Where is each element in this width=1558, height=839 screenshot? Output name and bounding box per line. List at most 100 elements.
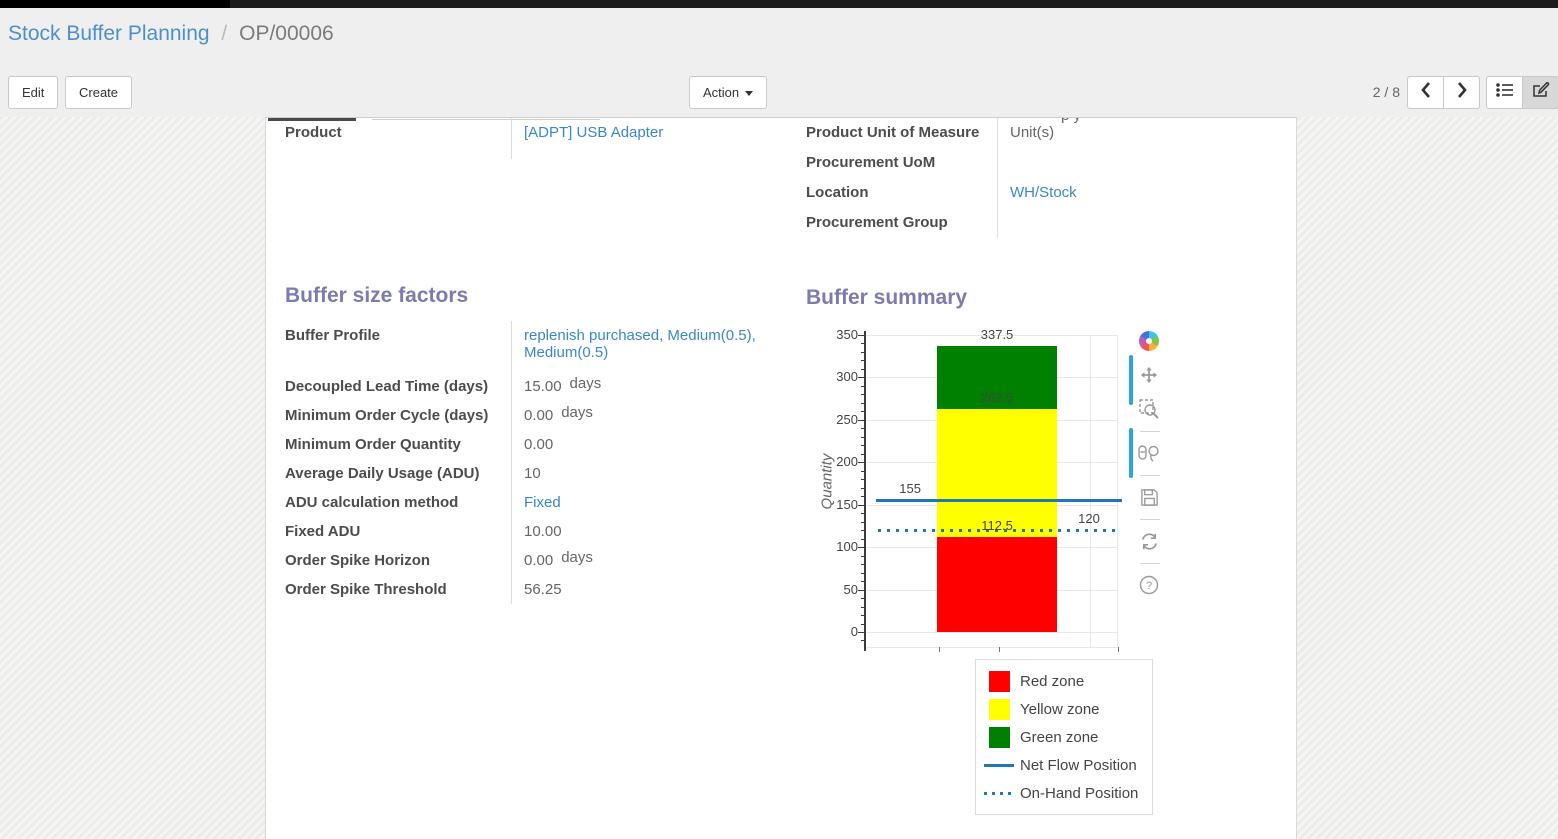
- svg-text:?: ?: [1146, 580, 1152, 592]
- form-field-row: Minimum Order Quantity 0.00: [285, 430, 785, 459]
- list-view-button[interactable]: [1486, 76, 1523, 109]
- section-heading-buffer-summary: Buffer summary: [806, 286, 968, 309]
- clipped-text-fragment: p y: [1061, 118, 1121, 123]
- field-label: Product: [285, 118, 512, 159]
- y-axis-minor-tick: [861, 521, 866, 523]
- action-dropdown-button[interactable]: Action: [689, 76, 768, 109]
- y-axis-major-tick: [858, 377, 866, 379]
- field-label: Location: [806, 178, 998, 208]
- field-value-link[interactable]: replenish purchased, Medium(0.5), Medium…: [524, 327, 756, 361]
- form-field-row: Product [ADPT] USB Adapter: [285, 118, 771, 159]
- field-value-text: Unit(s): [1010, 124, 1055, 141]
- y-axis-major-tick: [858, 632, 866, 633]
- y-axis-major-tick: [858, 547, 866, 549]
- y-axis-minor-tick: [861, 411, 866, 413]
- list-view-icon: [1495, 83, 1514, 102]
- y-axis-minor-tick: [861, 487, 866, 489]
- pager-next-button[interactable]: [1444, 76, 1480, 109]
- legend-item-on-hand-position[interactable]: On-Hand Position: [976, 779, 1152, 807]
- y-axis-title: Quantity: [818, 453, 836, 510]
- yellow-zone-bar: [937, 409, 1057, 537]
- buffer-summary-section: Buffer summary 0 50 100 150 200 250 300 350 337.…: [806, 286, 1286, 815]
- chevron-left-icon: [1420, 82, 1431, 103]
- form-field-row: ADU calculation method Fixed: [285, 488, 785, 517]
- control-panel: Stock Buffer Planning / OP/00006 Edit Cr…: [0, 8, 1558, 117]
- field-label: Minimum Order Cycle (days): [285, 401, 512, 430]
- clipped-line-fragment: [372, 119, 600, 120]
- form-field-row: Minimum Order Cycle (days) 0.00 days: [285, 401, 785, 430]
- field-value-link[interactable]: Fixed: [524, 494, 561, 511]
- field-value-text: 0.00: [524, 436, 554, 453]
- chart-legend: Red zone Yellow zone Green zone Net Flow Po…: [975, 659, 1153, 815]
- form-sheet: p y Product [ADPT] USB Adapter Product Un…: [265, 117, 1297, 839]
- breadcrumb-parent-link[interactable]: Stock Buffer Planning: [8, 22, 210, 45]
- y-axis-minor-tick: [861, 538, 866, 540]
- form-field-row: Buffer Profile replenish purchased, Mediu…: [285, 321, 785, 372]
- legend-item-red-zone[interactable]: Red zone: [976, 667, 1152, 695]
- legend-item-net-flow-position[interactable]: Net Flow Position: [976, 751, 1152, 779]
- legend-line-swatch: [982, 763, 1016, 767]
- field-value-link[interactable]: WH/Stock: [1010, 184, 1077, 201]
- top-menu-bar: [0, 0, 1558, 8]
- field-value: [998, 208, 1010, 238]
- chart-annotation: 120: [1078, 511, 1100, 527]
- legend-item-label: On-Hand Position: [1020, 784, 1139, 802]
- form-view-button[interactable]: [1523, 76, 1558, 109]
- field-value: [998, 148, 1010, 178]
- form-field-row: Product Unit of Measure Unit(s): [806, 118, 1276, 148]
- field-value-link[interactable]: [ADPT] USB Adapter: [524, 124, 664, 141]
- legend-item-label: Red zone: [1020, 672, 1085, 690]
- y-axis-major-tick: [858, 462, 866, 464]
- legend-item-yellow-zone[interactable]: Yellow zone: [976, 695, 1152, 723]
- field-value-text: 0.00: [524, 407, 554, 424]
- form-group-right: Product Unit of Measure Unit(s) Procuremen…: [806, 118, 1276, 238]
- y-axis-tick-label: 0: [850, 624, 858, 639]
- reset-axes-icon[interactable]: [1137, 529, 1161, 553]
- control-buttons-row: Edit Create Action 2 / 8: [0, 68, 1558, 109]
- form-group-left: Product [ADPT] USB Adapter: [285, 118, 771, 159]
- red-zone-bar: [937, 536, 1057, 632]
- edit-button[interactable]: Edit: [8, 76, 59, 109]
- chart-annotation: 155: [899, 481, 921, 497]
- y-axis-minor-tick: [861, 445, 866, 447]
- form-background: p y Product [ADPT] USB Adapter Product Un…: [0, 117, 1558, 839]
- create-button[interactable]: Create: [65, 76, 133, 109]
- field-value: 10.00: [512, 517, 562, 546]
- field-value: 0.00: [512, 430, 553, 459]
- plotly-logo-icon[interactable]: [1137, 329, 1161, 353]
- field-value: Unit(s): [998, 118, 1054, 148]
- y-axis-minor-tick: [861, 513, 866, 515]
- field-value: 56.25: [512, 575, 562, 604]
- y-axis-tick-label: 50: [843, 581, 858, 597]
- pager-previous-button[interactable]: [1407, 76, 1444, 109]
- legend-item-green-zone[interactable]: Green zone: [976, 723, 1152, 751]
- zoom-icon[interactable]: [1137, 397, 1161, 421]
- y-axis-minor-tick: [861, 606, 866, 608]
- y-axis-minor-tick: [861, 453, 866, 455]
- y-axis-minor-tick: [861, 351, 866, 353]
- y-axis-minor-tick: [861, 564, 866, 566]
- y-axis-tick-label: 250: [836, 411, 858, 427]
- breadcrumb-separator: /: [221, 22, 228, 45]
- modebar-divider: [1140, 519, 1160, 520]
- form-field-row: Location WH/Stock: [806, 178, 1276, 208]
- field-value: replenish purchased, Medium(0.5), Medium…: [512, 321, 774, 372]
- chart-annotation: 337.5: [980, 326, 1014, 342]
- modebar-indicator: [1129, 355, 1133, 405]
- on-hand-position-line: [878, 529, 1120, 533]
- lasso-select-icon[interactable]: [1137, 441, 1161, 465]
- y-axis-minor-tick: [861, 402, 866, 404]
- y-axis-tick-label: 150: [836, 496, 858, 512]
- form-field-row: Fixed ADU 10.00: [285, 517, 785, 546]
- legend-item-label: Yellow zone: [1020, 700, 1100, 718]
- help-icon[interactable]: ?: [1137, 573, 1161, 597]
- save-icon[interactable]: [1137, 485, 1161, 509]
- field-label: Order Spike Horizon: [285, 546, 512, 575]
- field-label: Procurement UoM: [806, 148, 998, 178]
- field-value: 10: [512, 459, 541, 488]
- chart-annotation: 112.5: [981, 517, 1013, 533]
- pan-icon[interactable]: [1137, 363, 1161, 387]
- y-axis-minor-tick: [861, 470, 866, 472]
- field-label: Product Unit of Measure: [806, 118, 998, 148]
